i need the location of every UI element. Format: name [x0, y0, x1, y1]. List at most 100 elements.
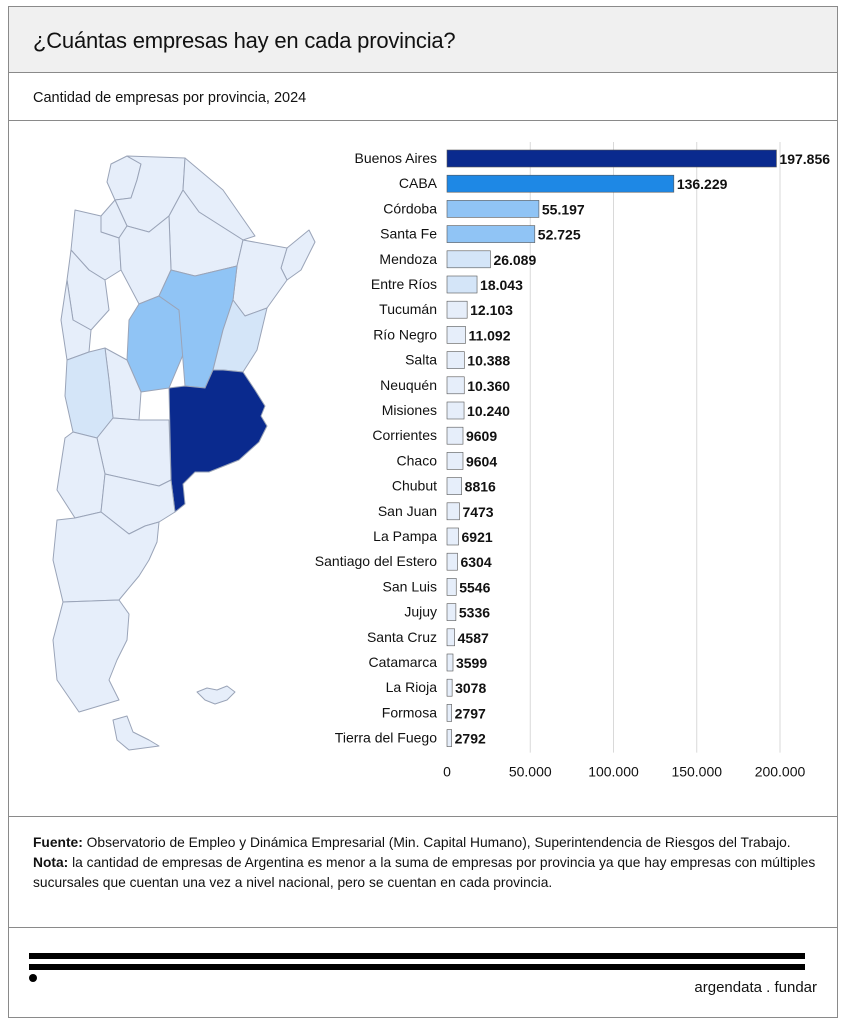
bar: [446, 225, 536, 243]
category-label: Salta: [405, 352, 437, 368]
chart-title: ¿Cuántas empresas hay en cada provincia?: [33, 28, 456, 53]
logo-dot: [29, 974, 37, 982]
value-label: 55.197: [542, 201, 585, 217]
x-tick-label: 150.000: [671, 764, 722, 780]
category-label: Buenos Aires: [355, 150, 438, 166]
bar: [446, 628, 455, 647]
value-label: 10.360: [467, 378, 510, 394]
value-label: 197.856: [779, 151, 830, 167]
x-tick-label: 200.000: [755, 764, 806, 780]
bar: [446, 729, 452, 747]
value-label: 11.092: [468, 327, 510, 343]
category-label: La Pampa: [373, 528, 437, 544]
bars: [446, 149, 777, 747]
chart-area: Buenos Aires CABA Córdoba Santa Fe Mendoza En…: [9, 120, 837, 817]
source-label: Fuente:: [33, 835, 83, 850]
bar: [446, 401, 465, 420]
category-label: Jujuy: [404, 604, 437, 620]
logo-bar-bottom: [29, 964, 805, 970]
category-label: Tierra del Fuego: [335, 730, 437, 746]
source-note: Fuente: Observatorio de Empleo y Dinámic…: [33, 833, 823, 853]
value-label: 10.240: [467, 403, 510, 419]
value-label: 2792: [455, 731, 486, 747]
category-label: Formosa: [382, 704, 437, 720]
category-label: CABA: [399, 175, 438, 191]
value-label: 5546: [459, 579, 490, 595]
category-label: Neuquén: [380, 377, 437, 393]
value-label: 10.388: [467, 353, 510, 369]
bar: [446, 704, 452, 722]
bar: [446, 149, 777, 168]
note-label: Nota:: [33, 855, 69, 870]
category-label: Santa Cruz: [367, 629, 437, 645]
bar: [446, 452, 464, 470]
category-label: Córdoba: [383, 200, 437, 216]
category-label: San Luis: [383, 578, 437, 594]
bar: [446, 653, 454, 672]
bar: [446, 678, 453, 697]
bar: [446, 552, 458, 571]
map-santa-cruz: [52, 599, 130, 713]
value-label: 6304: [460, 554, 491, 570]
map-cordoba: [126, 295, 186, 393]
category-label: Catamarca: [369, 654, 438, 670]
category-label: Mendoza: [379, 251, 437, 267]
value-label: 3599: [456, 655, 487, 671]
brand-logo: argendata . fundar: [694, 979, 817, 996]
value-label: 136.229: [677, 176, 728, 192]
value-label: 6921: [462, 529, 493, 545]
bar: [446, 477, 462, 495]
logo-bar-top: [29, 953, 805, 959]
map-corrientes: [232, 239, 288, 317]
bar: [446, 300, 468, 319]
value-label: 12.103: [470, 302, 513, 318]
value-label: 7473: [462, 504, 493, 520]
bar: [446, 351, 465, 369]
subtitle-bar: Cantidad de empresas por provincia, 2024: [9, 72, 837, 121]
value-label: 8816: [465, 479, 496, 495]
bar: [446, 200, 540, 218]
category-labels: Buenos Aires CABA Córdoba Santa Fe Mendoza En…: [315, 150, 438, 746]
value-label: 3078: [455, 680, 486, 696]
notes: Fuente: Observatorio de Empleo y Dinámic…: [33, 833, 823, 893]
bar: [446, 578, 457, 596]
value-label: 52.725: [538, 227, 581, 243]
x-tick-labels: 0 50.000 100.000 150.000 200.000: [443, 764, 805, 780]
category-label: Santiago del Estero: [315, 553, 437, 569]
category-label: La Rioja: [386, 679, 438, 695]
category-label: Santa Fe: [380, 226, 437, 242]
map-misiones: [280, 229, 316, 281]
bar: [446, 527, 459, 546]
bar: [446, 250, 491, 269]
value-label: 9604: [466, 453, 497, 469]
bar: [446, 275, 478, 294]
category-label: San Juan: [378, 503, 437, 519]
explanation-note: Nota: la cantidad de empresas de Argenti…: [33, 853, 823, 893]
bar: [446, 326, 466, 344]
category-label: Río Negro: [373, 326, 437, 342]
map-tierra-del-fuego: [112, 715, 160, 751]
source-text: Observatorio de Empleo y Dinámica Empres…: [82, 835, 791, 850]
category-label: Misiones: [382, 402, 437, 418]
chart-svg: Buenos Aires CABA Córdoba Santa Fe Mendoza En…: [52, 142, 831, 780]
category-label: Tucumán: [379, 301, 437, 317]
bar: [446, 174, 675, 193]
x-tick-label: 0: [443, 764, 451, 780]
bar: [446, 603, 457, 621]
category-label: Chubut: [392, 478, 437, 494]
value-label: 2797: [455, 705, 486, 721]
category-label: Entre Ríos: [371, 276, 437, 292]
map-mendoza: [64, 347, 114, 439]
footer-divider: [9, 927, 837, 928]
bar: [446, 376, 465, 395]
value-label: 4587: [458, 630, 489, 646]
value-label: 5336: [459, 605, 490, 621]
x-tick-label: 50.000: [509, 764, 552, 780]
x-tick-label: 100.000: [588, 764, 639, 780]
map-buenos-aires: [168, 369, 268, 513]
map-malvinas: [196, 685, 236, 705]
value-label: 9609: [466, 428, 497, 444]
note-text: la cantidad de empresas de Argentina es …: [33, 855, 816, 890]
argentina-map: [52, 155, 316, 751]
